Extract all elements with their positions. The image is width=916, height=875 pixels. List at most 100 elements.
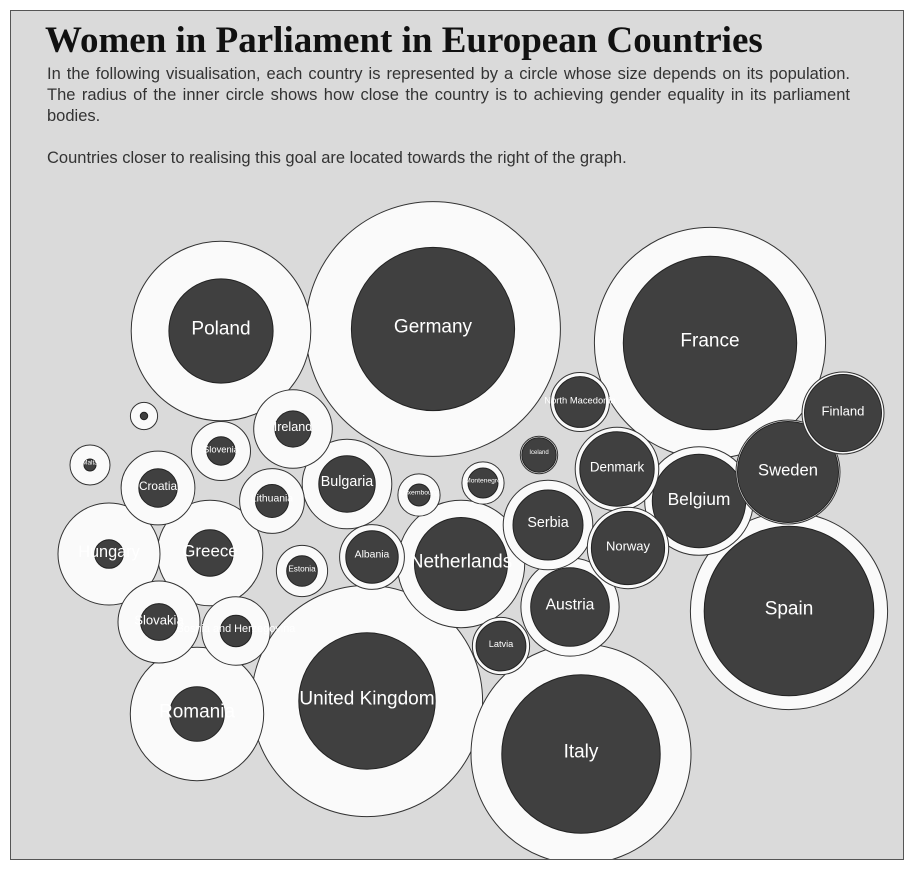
equality-circle-austria	[530, 567, 610, 647]
equality-circle-albania	[345, 530, 399, 584]
bubble-bosnia-and-herzegovina: Bosnia and Herzegovina	[177, 596, 297, 666]
equality-circle-spain	[703, 525, 875, 697]
equality-circle-malta	[83, 458, 97, 472]
bubble-group: Germany France United Kingdom Italy Spain Pol…	[57, 201, 889, 859]
country-label-croatia: Croatia	[139, 479, 177, 493]
equality-circle-poland	[168, 278, 274, 384]
bubble-unlabeled	[129, 401, 159, 431]
bubble-serbia: Serbia	[502, 479, 594, 571]
chart-frame: Women in Parliament in European Countrie…	[10, 10, 904, 860]
equality-circle-romania	[169, 686, 225, 742]
bubble-malta: Malta	[69, 444, 111, 486]
bubble-belgium: Belgium	[644, 446, 754, 556]
bubble-albania: Albania	[339, 524, 405, 590]
country-label-north-macedonia: North Macedonia	[544, 395, 616, 406]
equality-circle-ireland	[274, 410, 312, 448]
equality-circle-sweden	[737, 421, 839, 523]
equality-circle-netherlands	[414, 517, 508, 611]
bubble-germany: Germany	[305, 201, 561, 457]
bubble-chart: Germany France United Kingdom Italy Spain Pol…	[57, 201, 889, 859]
bubble-greece: Greece	[156, 499, 264, 607]
bubble-italy: Italy	[470, 643, 692, 859]
country-label-bulgaria: Bulgaria	[321, 474, 374, 490]
bubble-sweden: Sweden	[735, 419, 841, 525]
equality-circle-bosnia-and-herzegovina	[219, 614, 253, 648]
equality-circle-slovakia	[140, 603, 178, 641]
country-label-denmark: Denmark	[590, 460, 645, 475]
country-label-italy: Italy	[564, 742, 599, 763]
country-label-united-kingdom: United Kingdom	[299, 689, 434, 710]
country-label-iceland: Iceland	[529, 450, 548, 456]
equality-circle-denmark	[579, 431, 655, 507]
bubble-denmark: Denmark	[574, 426, 660, 512]
bubble-lithuania: Lithuania	[239, 468, 305, 534]
bubble-austria: Austria	[520, 557, 620, 657]
note-text: Countries closer to realising this goal …	[47, 149, 627, 167]
bubble-norway: Norway	[586, 506, 670, 590]
bubble-spain: Spain	[689, 511, 889, 711]
equality-circle-germany	[350, 246, 516, 412]
bubble-ireland: Ireland	[253, 389, 333, 469]
country-label-belgium: Belgium	[668, 489, 731, 509]
bubble-poland: Poland	[130, 240, 312, 422]
equality-circle-croatia	[138, 468, 178, 508]
bubble-bulgaria: Bulgaria	[301, 438, 393, 530]
country-label-germany: Germany	[394, 317, 473, 338]
country-label-norway: Norway	[606, 539, 651, 554]
equality-circle-greece	[186, 529, 234, 577]
country-label-latvia: Latvia	[489, 639, 514, 649]
bubble-france: France	[593, 226, 827, 460]
country-label-hungary: Hungary	[78, 543, 140, 561]
equality-circle-slovenia	[206, 436, 236, 466]
bubble-north-macedonia: North Macedonia	[544, 372, 616, 432]
description-text: In the following visualisation, each cou…	[47, 65, 850, 125]
bubble-netherlands: Netherlands	[396, 499, 526, 629]
country-label-austria: Austria	[546, 597, 595, 614]
bubble-finland: Finland	[801, 371, 885, 455]
equality-circle-unlabeled	[139, 411, 149, 421]
country-label-bosnia-and-herzegovina: Bosnia and Herzegovina	[177, 623, 297, 635]
equality-circle-montenegro	[467, 467, 499, 499]
country-label-luxembourg: Luxembourg	[400, 490, 438, 497]
bubble-romania: Romania	[129, 646, 265, 782]
equality-circle-finland	[804, 374, 882, 452]
country-label-poland: Poland	[191, 319, 250, 340]
equality-circle-north-macedonia	[554, 376, 606, 428]
country-label-malta: Malta	[82, 460, 98, 467]
country-label-sweden: Sweden	[758, 461, 818, 480]
country-label-slovakia: Slovakia	[134, 613, 184, 628]
country-label-slovenia: Slovenia	[203, 444, 240, 455]
bubble-hungary: Hungary	[57, 502, 161, 606]
page-title: Women in Parliament in European Countrie…	[45, 20, 763, 61]
equality-circle-italy	[501, 674, 661, 834]
bubble-luxembourg: Luxembourg	[397, 473, 441, 517]
equality-circle-lithuania	[255, 484, 289, 518]
bubble-slovakia: Slovakia	[117, 580, 201, 664]
equality-circle-hungary	[94, 539, 124, 569]
bubble-estonia: Estonia	[275, 544, 329, 598]
equality-circle-united-kingdom	[298, 632, 436, 770]
bubble-latvia: Latvia	[471, 616, 531, 676]
bubble-croatia: Croatia	[120, 450, 196, 526]
country-label-montenegro: Montenegro	[465, 478, 501, 485]
equality-circle-serbia	[512, 489, 584, 561]
country-label-france: France	[680, 331, 739, 352]
equality-circle-iceland	[521, 437, 557, 473]
country-label-finland: Finland	[822, 404, 865, 419]
country-label-netherlands: Netherlands	[410, 552, 512, 573]
country-label-greece: Greece	[182, 542, 237, 561]
bubble-united-kingdom: United Kingdom	[250, 584, 484, 818]
country-label-estonia: Estonia	[288, 565, 316, 574]
bubble-montenegro: Montenegro	[461, 461, 505, 505]
bubble-iceland: Iceland	[519, 435, 559, 475]
country-label-lithuania: Lithuania	[251, 494, 293, 505]
country-label-albania: Albania	[355, 550, 390, 561]
country-label-spain: Spain	[765, 599, 814, 620]
country-label-ireland: Ireland	[274, 420, 313, 434]
bubble-slovenia: Slovenia	[191, 421, 251, 481]
equality-circle-estonia	[286, 555, 318, 587]
equality-circle-luxembourg	[407, 483, 431, 507]
country-label-serbia: Serbia	[527, 515, 568, 531]
equality-circle-bulgaria	[318, 455, 376, 513]
equality-circle-latvia	[475, 620, 527, 672]
